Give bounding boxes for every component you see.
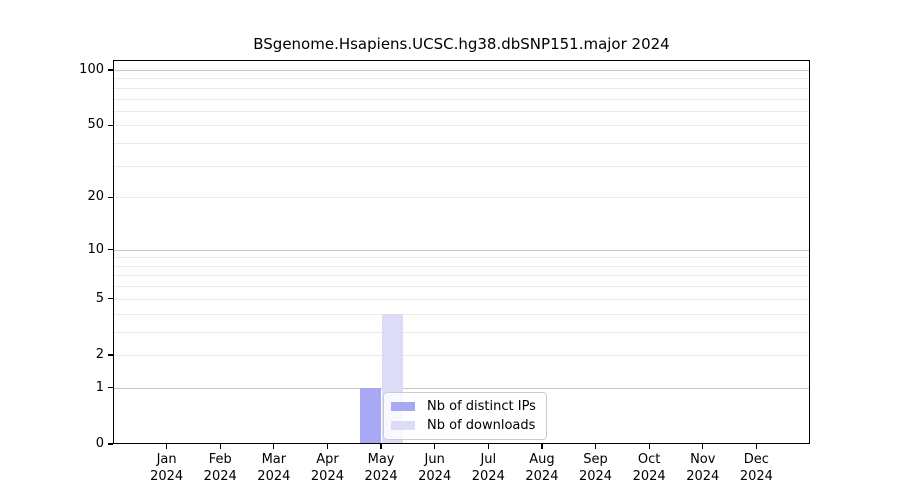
x-tick-mark [702,444,704,449]
y-tick-mark [108,196,113,198]
x-tick-month: Apr [316,452,339,467]
x-tick-label: Oct 2024 [617,451,681,485]
gridline-minor [113,354,810,356]
legend-label-downloads: Nb of downloads [427,418,536,433]
x-tick-year: 2024 [257,469,291,484]
gridline-minor [113,125,810,127]
y-tick-label: 1 [95,379,104,395]
y-tick-label: 2 [95,346,104,362]
x-tick-year: 2024 [203,469,237,484]
x-tick-label: May 2024 [349,451,413,485]
y-tick-mark [108,249,113,251]
legend-swatch-downloads-icon [391,421,415,430]
x-tick-label: Sep 2024 [564,451,628,485]
x-tick-label: Dec 2024 [724,451,788,485]
y-tick-label: 10 [87,241,104,257]
x-tick-label: Aug 2024 [510,451,574,485]
x-tick-month: Oct [637,452,661,467]
x-tick-label: Nov 2024 [671,451,735,485]
x-tick-month: Feb [208,452,232,467]
gridline-minor [113,265,810,267]
gridline-major [113,249,810,251]
x-tick-year: 2024 [471,469,505,484]
legend-entry-distinct-ips: Nb of distinct IPs [391,397,536,416]
x-tick-mark [541,444,543,449]
x-tick-label: Apr 2024 [295,451,359,485]
x-tick-year: 2024 [578,469,613,484]
x-tick-mark [594,444,597,449]
y-tick-mark [108,354,113,356]
gridline-minor [113,257,810,259]
x-tick-mark [219,444,221,449]
x-tick-year: 2024 [632,469,666,484]
x-tick-label: Jun 2024 [403,451,467,485]
x-tick-month: Aug [529,452,555,467]
x-tick-year: 2024 [364,469,398,484]
x-tick-year: 2024 [525,469,559,484]
gridline-minor [113,298,810,300]
x-tick-month: Jun [424,452,445,467]
gridline-minor [113,331,810,333]
x-tick-mark [648,444,650,449]
gridline-minor [113,98,810,100]
x-tick-month: Jan [156,452,177,467]
x-tick-month: Sep [583,452,608,467]
y-tick-mark [108,124,113,126]
x-tick-month: Dec [743,452,769,467]
legend-entry-downloads: Nb of downloads [391,416,536,435]
gridline-minor [113,286,810,288]
y-tick-mark [108,298,113,300]
x-tick-label: Mar 2024 [242,451,306,485]
gridline-minor [113,313,810,315]
gridline-major [113,387,810,389]
x-tick-year: 2024 [739,469,773,484]
y-tick-mark [108,387,113,389]
legend: Nb of distinct IPs Nb of downloads [383,392,547,440]
legend-label-distinct-ips: Nb of distinct IPs [427,399,536,414]
x-tick-year: 2024 [418,469,452,484]
x-tick-year: 2024 [150,469,184,484]
gridline-minor [113,78,810,80]
x-tick-month: Jul [480,452,497,467]
gridline-minor [113,110,810,112]
x-tick-month: Mar [261,452,287,467]
gridline-minor [113,275,810,277]
gridline-minor [113,165,810,167]
y-tick-mark [108,69,113,71]
bar-distinct-ips [359,387,381,444]
x-tick-mark [487,444,489,449]
x-tick-mark [273,444,275,449]
y-tick-label: 0 [95,436,104,451]
y-tick-mark [108,443,113,445]
x-tick-mark [755,444,757,449]
x-tick-label: Feb 2024 [188,451,252,485]
x-tick-mark [166,444,168,449]
x-tick-year: 2024 [686,469,720,484]
gridline-minor [113,87,810,89]
x-tick-month: May [367,452,395,467]
x-tick-label: Jul 2024 [456,451,520,485]
x-tick-year: 2024 [310,469,344,484]
y-tick-label: 50 [87,117,104,133]
y-tick-label: 5 [95,290,104,306]
gridline-minor [113,143,810,145]
y-tick-label: 100 [79,62,104,77]
x-tick-mark [434,444,436,449]
y-tick-label: 20 [87,189,104,205]
x-tick-label: Jan 2024 [135,451,199,485]
legend-swatch-distinct-ips-icon [391,402,415,411]
gridline-minor [113,197,810,199]
x-tick-mark [380,444,382,449]
x-tick-month: Nov [690,452,716,467]
chart-title: BSgenome.Hsapiens.UCSC.hg38.dbSNP151.maj… [253,35,670,53]
gridline-major [113,70,810,71]
x-tick-mark [326,444,329,449]
